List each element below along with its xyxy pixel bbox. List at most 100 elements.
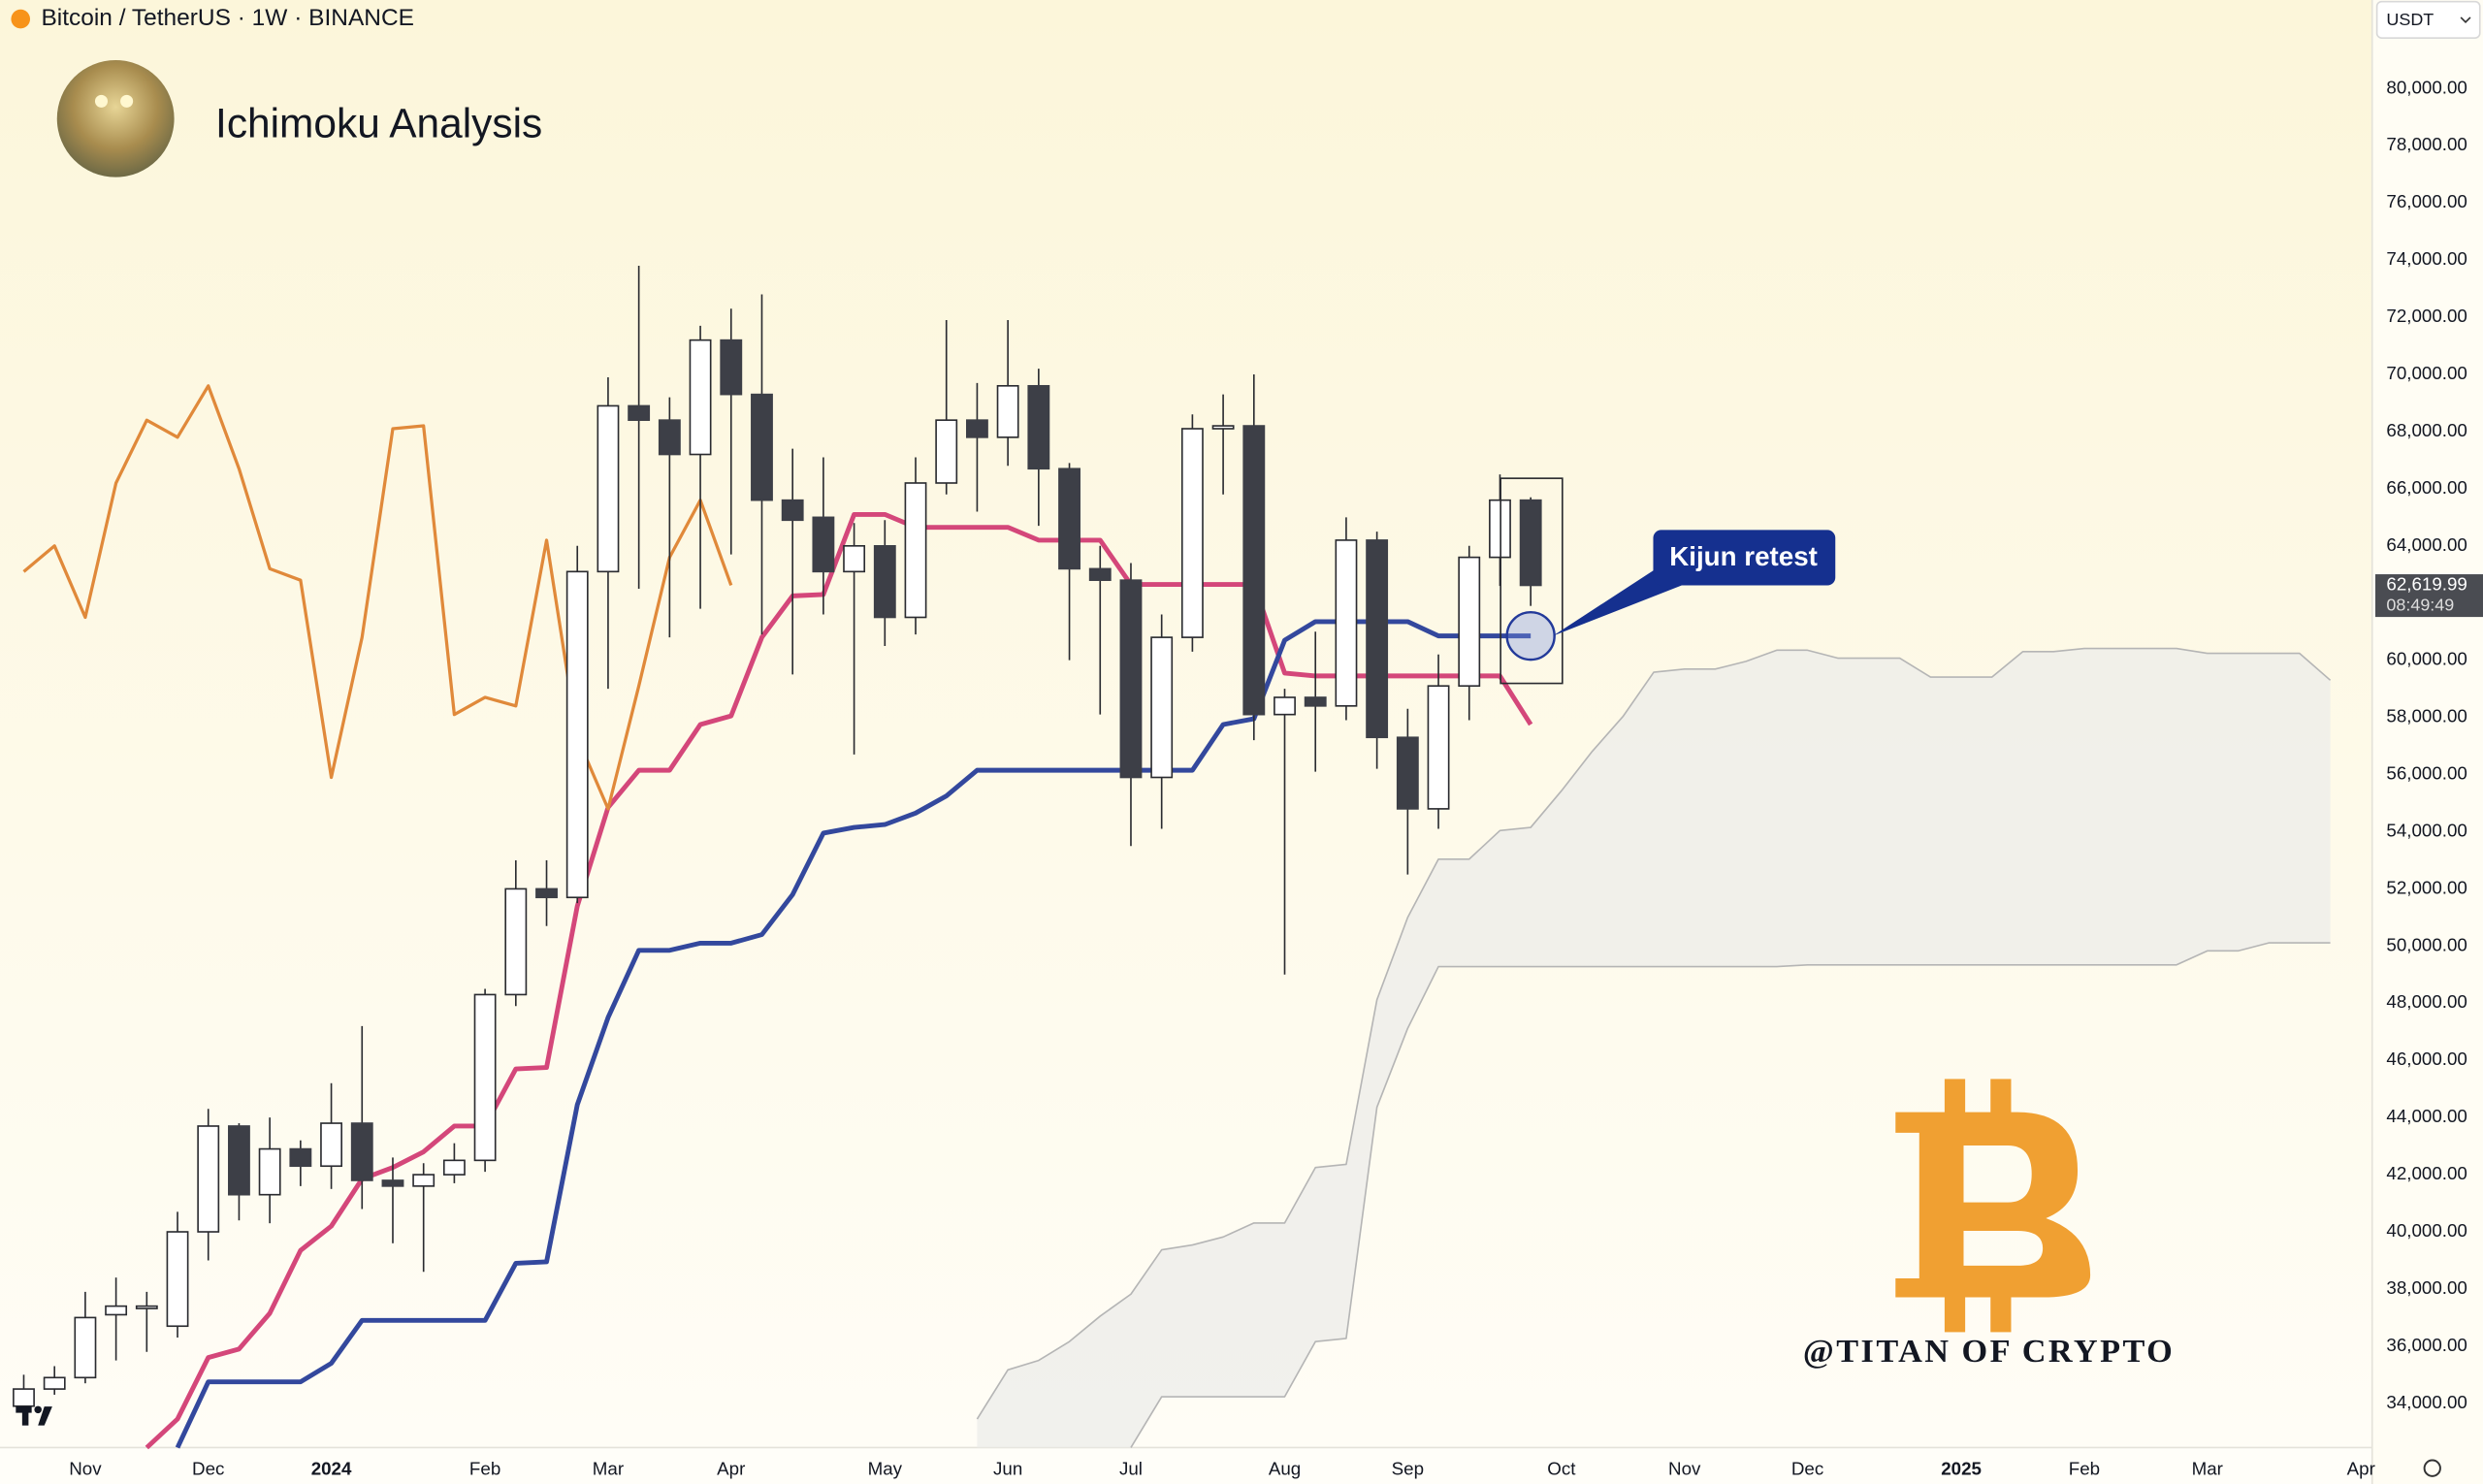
x-tick-label: 2024 (311, 1458, 352, 1478)
candle-body (1242, 425, 1266, 716)
candle-body (504, 887, 528, 996)
callout-box (1653, 530, 1836, 586)
x-tick-label: Nov (1668, 1458, 1701, 1478)
candle-body (289, 1147, 312, 1168)
candle-body (197, 1125, 220, 1233)
candle-body (228, 1125, 250, 1196)
candle-body (74, 1316, 97, 1379)
candle-body (442, 1159, 466, 1176)
candle-body (43, 1376, 66, 1390)
y-tick-label: 54,000.00 (2386, 820, 2467, 840)
indicator-line (976, 647, 2332, 1420)
candle-body (996, 384, 1019, 438)
logo-part (21, 1406, 29, 1426)
currency-select[interactable] (2375, 0, 2481, 39)
candle-body (258, 1147, 281, 1196)
plot-area: Kijun retest (13, 266, 2332, 1450)
y-tick-label: 48,000.00 (2386, 991, 2467, 1012)
y-tick-label: 60,000.00 (2386, 649, 2467, 669)
y-tick-label: 40,000.00 (2386, 1220, 2467, 1241)
candle-body (935, 419, 958, 484)
x-tick-label: Nov (69, 1458, 102, 1478)
x-tick-label: Apr (717, 1458, 745, 1478)
x-tick-label: Dec (1791, 1458, 1823, 1478)
candle-body (1119, 579, 1143, 779)
candle-body (1058, 468, 1080, 570)
bitcoin-logo (1895, 1079, 2091, 1333)
candle-body (843, 544, 866, 573)
candle-body (628, 404, 651, 421)
candle-body (966, 419, 988, 438)
avatar (56, 59, 175, 177)
candle-body (781, 499, 804, 522)
indicator-line (22, 384, 733, 811)
candle-body (1396, 736, 1419, 810)
candle-body (135, 1305, 158, 1309)
x-tick-label: Feb (469, 1458, 500, 1478)
indicator-line (175, 619, 1532, 1449)
avatar-eye (120, 94, 134, 108)
y-tick-label: 46,000.00 (2386, 1048, 2467, 1069)
candle-body (166, 1231, 189, 1328)
candle-body (320, 1122, 342, 1168)
x-tick-label: Mar (2192, 1458, 2223, 1478)
x-tick-label: May (868, 1458, 903, 1478)
y-tick-label: 42,000.00 (2386, 1163, 2467, 1183)
callout-pointer (1553, 565, 1682, 636)
currency-label: USDT (2386, 10, 2434, 29)
y-tick-label: 68,000.00 (2386, 420, 2467, 440)
y-tick-label: 76,000.00 (2386, 191, 2467, 211)
y-tick-label: 74,000.00 (2386, 248, 2467, 269)
x-tick-label: Jun (993, 1458, 1022, 1478)
tv-logo (16, 1405, 52, 1426)
candle-body (1427, 685, 1450, 810)
indicator-line (145, 511, 1533, 1450)
symbol-header: Bitcoin / TetherUS · 1W · BINANCE (41, 5, 414, 31)
logo-bar (1944, 1079, 1966, 1120)
highlight-box (1499, 477, 1564, 685)
candle-body (565, 570, 589, 899)
candle-body (1366, 539, 1389, 739)
price-label-box (2374, 574, 2483, 618)
x-tick-label: Dec (192, 1458, 224, 1478)
x-tick-label: Oct (1547, 1458, 1576, 1478)
candle-body (720, 339, 743, 396)
candle-body (1519, 499, 1542, 587)
y-tick-label: 66,000.00 (2386, 477, 2467, 498)
candle-body (350, 1122, 373, 1181)
x-tick-label: Mar (593, 1458, 624, 1478)
x-tick-label: Sep (1392, 1458, 1424, 1478)
y-tick-label: 72,000.00 (2386, 306, 2467, 326)
y-tick-label: 34,000.00 (2386, 1392, 2467, 1412)
candle-body (1335, 539, 1358, 707)
candle-body (1274, 696, 1296, 716)
candle-body (412, 1174, 435, 1187)
y-tick-label: 56,000.00 (2386, 763, 2467, 784)
y-tick-label: 38,000.00 (2386, 1277, 2467, 1298)
candle-body (689, 339, 712, 456)
candle-body (473, 993, 497, 1162)
candle-body (13, 1388, 35, 1407)
candle-body (1304, 696, 1327, 707)
y-tick-label: 36,000.00 (2386, 1335, 2467, 1355)
candle-body (1088, 567, 1112, 581)
candle-body (1458, 556, 1481, 688)
settings-button[interactable] (2423, 1459, 2441, 1477)
price-axis-background (2371, 0, 2483, 1484)
logo-bar (1944, 1289, 1966, 1333)
symbol-icon (11, 9, 31, 29)
indicator-line (1130, 942, 2331, 1448)
y-tick-label: 78,000.00 (2386, 134, 2467, 154)
callout-text: Kijun retest (1669, 541, 1818, 571)
x-tick-label: Jul (1119, 1458, 1143, 1478)
watermark: @TITAN OF CRYPTO (1803, 1333, 2175, 1370)
x-tick-label: Apr (2347, 1458, 2375, 1478)
candle-body (751, 393, 773, 501)
candle-body (1180, 428, 1204, 638)
logo-part (34, 1405, 42, 1414)
chart-title: Ichimoku Analysis (215, 101, 542, 146)
retest-marker (1505, 610, 1556, 661)
y-tick-label: 50,000.00 (2386, 934, 2467, 954)
